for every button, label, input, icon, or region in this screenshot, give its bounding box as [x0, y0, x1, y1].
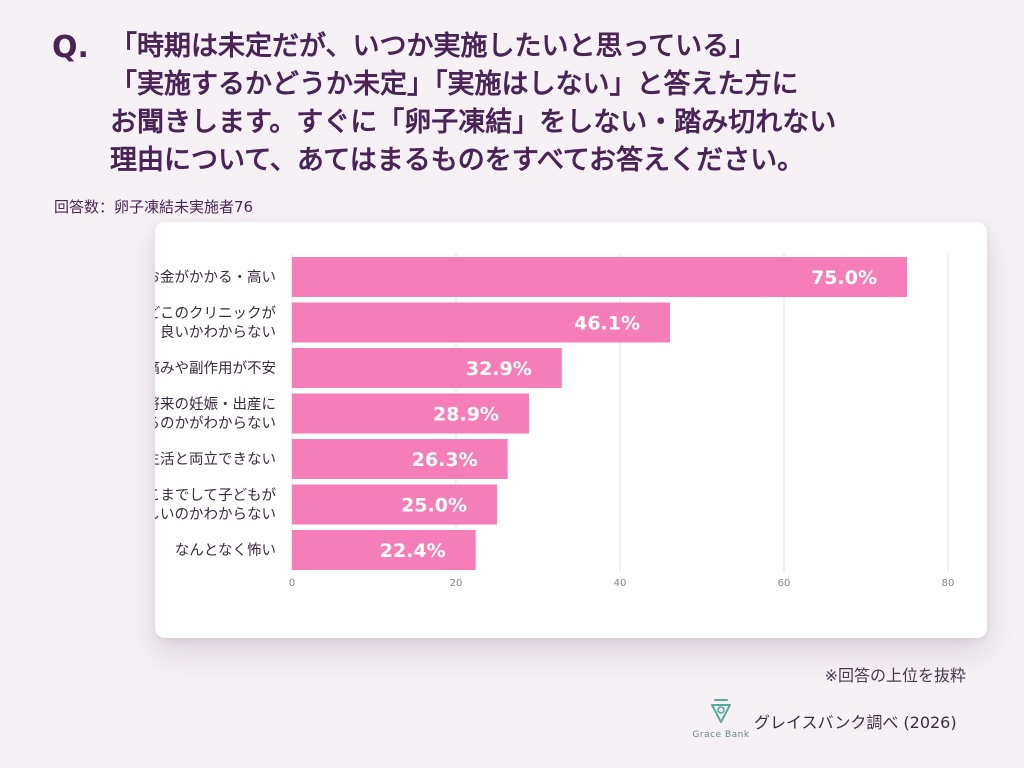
category-label: お金がかかる・高い — [155, 269, 276, 286]
grace-bank-logo: Grace Bank — [690, 696, 752, 740]
bar-value-label: 22.4% — [380, 540, 446, 562]
bar — [292, 439, 508, 479]
category-label: 将来の妊娠・出産に — [155, 396, 276, 413]
note-text: ※回答の上位を抜粋 — [824, 666, 966, 685]
bar — [292, 393, 529, 434]
chart-card: 0 20 40 60 80 75.0% お金がかかる・高い 46.1% どこのクリニックが 良いか… — [155, 222, 987, 638]
footer: Grace Bank グレイスバンク調べ (2026) — [690, 696, 990, 746]
x-tick-label: 20 — [450, 578, 463, 589]
logo-icon — [711, 699, 731, 723]
x-tick-label: 0 — [289, 578, 295, 589]
category-label: 欲しいのかわからない — [155, 506, 276, 523]
bar — [292, 302, 671, 343]
respondent-count: 回答数：卵子凍結未実施者76 — [54, 198, 254, 216]
category-label: 良いかわからない — [160, 324, 276, 341]
bar — [292, 530, 476, 570]
question-line-1: 「時期は未定だが、いつか実施したいと思っている」 — [110, 31, 757, 62]
category-label: 痛みや副作用が不安 — [155, 360, 276, 377]
bar-chart: 0 20 40 60 80 75.0% お金がかかる・高い 46.1% どこのクリニックが良いか… — [155, 253, 955, 589]
x-tick-label: 60 — [778, 578, 791, 589]
source-text: グレイスバンク調べ (2026) — [754, 713, 957, 732]
category-label: 仕事や私生活と両立できない — [155, 451, 276, 468]
bar-value-label: 75.0% — [811, 267, 877, 289]
bar-value-label: 26.3% — [412, 449, 478, 471]
bar-value-label: 32.9% — [466, 358, 532, 380]
category-label: どこのクリニックが — [155, 305, 276, 322]
question-line-4: 理由について、あてはまるものをすべてお答えください。 — [110, 145, 805, 176]
logo-text: Grace Bank — [692, 730, 750, 740]
bar — [292, 257, 907, 297]
question-prefix: Q. — [52, 30, 89, 65]
x-tick-label: 80 — [942, 578, 955, 589]
bar-value-label: 25.0% — [401, 495, 467, 517]
x-tick-label: 40 — [614, 578, 627, 589]
question-block: Q. 「時期は未定だが、いつか実施したいと思っている」 「実施するかどうか未定」… — [52, 28, 1002, 180]
category-label: つながるのかがわからない — [155, 415, 276, 432]
question-line-2: 「実施するかどうか未定」「実施はしない」と答えた方に — [110, 69, 799, 100]
category-label: なんとなく怖い — [175, 542, 276, 559]
bar — [292, 484, 497, 525]
question-line-3: お聞きします。すぐに「卵子凍結」をしない・踏み切れない — [110, 107, 837, 138]
bar-value-label: 46.1% — [574, 313, 640, 335]
bar-value-label: 28.9% — [433, 404, 499, 426]
category-label: そこまでして子どもが — [155, 487, 276, 504]
bar — [292, 348, 562, 388]
question-text: 「時期は未定だが、いつか実施したいと思っている」 「実施するかどうか未定」「実施… — [110, 28, 1002, 180]
